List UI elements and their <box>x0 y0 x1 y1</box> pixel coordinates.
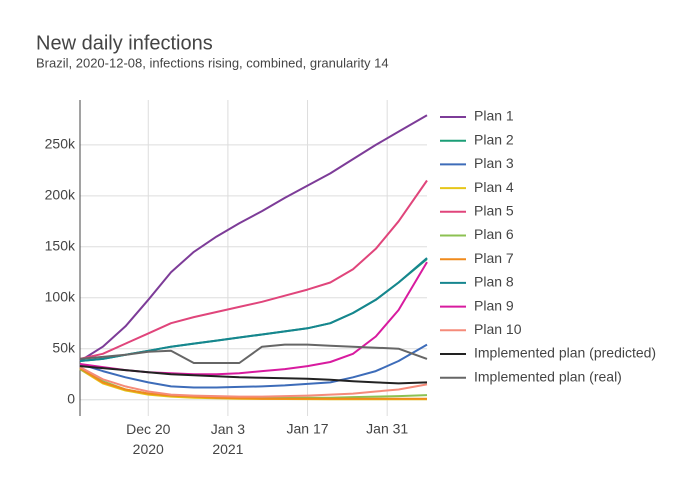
series-line <box>79 258 428 362</box>
x-tick-label: Jan 31 <box>366 421 408 437</box>
series-line <box>79 368 427 401</box>
y-tick-label: 250k <box>45 136 76 152</box>
legend-label: Plan 10 <box>474 321 522 337</box>
series-line <box>79 257 428 362</box>
y-tick-label: 50k <box>52 339 76 355</box>
series-line <box>79 365 428 385</box>
y-tick-label: 0 <box>67 390 75 406</box>
legend-label: Plan 7 <box>474 250 514 266</box>
chart-title: New daily infections <box>36 32 213 54</box>
legend-label: Plan 8 <box>474 274 514 290</box>
x-tick-label: Jan 17 <box>287 421 329 437</box>
y-tick-label: 100k <box>45 288 76 304</box>
legend-label: Plan 9 <box>474 297 514 313</box>
legend-label: Plan 6 <box>474 226 514 242</box>
legend-label: Implemented plan (predicted) <box>474 345 656 361</box>
legend-label: Implemented plan (real) <box>474 368 622 384</box>
x-tick-label: Jan 3 2021 <box>211 421 245 457</box>
series-line <box>79 114 428 362</box>
legend-label: Plan 3 <box>474 155 514 171</box>
y-tick-label: 150k <box>45 237 76 253</box>
series-line <box>79 343 428 364</box>
legend-label: Plan 1 <box>474 108 514 124</box>
legend-label: Plan 2 <box>474 131 514 147</box>
series-line <box>79 343 428 389</box>
legend-label: Plan 4 <box>474 179 514 195</box>
series-line <box>79 367 427 400</box>
series-line <box>79 368 428 399</box>
y-tick-label: 200k <box>45 187 76 203</box>
x-tick-label: Dec 20 2020 <box>126 421 171 457</box>
legend-label: Plan 5 <box>474 203 514 219</box>
series-line <box>79 366 428 398</box>
chart-subtitle: Brazil, 2020-12-08, infections rising, c… <box>36 55 389 70</box>
series-line <box>79 179 428 360</box>
